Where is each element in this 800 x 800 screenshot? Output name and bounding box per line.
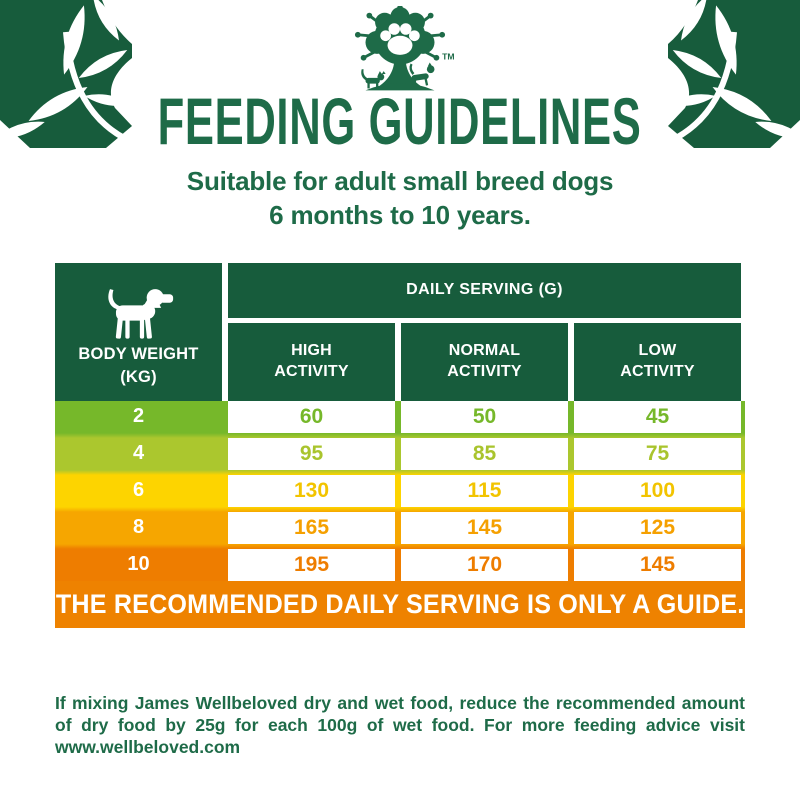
dog-icon	[107, 289, 173, 339]
brand-logo: TM	[340, 5, 460, 98]
serving-cell: 115	[401, 474, 568, 507]
serving-cell: 100	[574, 474, 741, 507]
subtitle-line-1: Suitable for adult small breed dogs	[186, 166, 614, 196]
serving-header-group: DAILY SERVING (G) HIGH ACTIVITY NORMAL A…	[228, 262, 741, 401]
subtitle: Suitable for adult small breed dogs 6 mo…	[0, 164, 800, 233]
trademark-symbol: TM	[442, 52, 454, 62]
low-activity-header-cell: LOW ACTIVITY	[574, 322, 741, 401]
weight-cell: 10	[127, 553, 150, 576]
activity-header-row: HIGH ACTIVITY NORMAL ACTIVITY LOW ACTIVI…	[228, 322, 741, 401]
serving-cell: 75	[574, 437, 741, 470]
serving-cell: 60	[228, 400, 395, 433]
serving-cell: 165	[228, 511, 395, 544]
serving-cell: 50	[401, 400, 568, 433]
serving-cell: 195	[228, 548, 395, 581]
guide-banner-text: THE RECOMMENDED DAILY SERVING IS ONLY A …	[55, 588, 745, 619]
subtitle-line-2: 6 months to 10 years.	[269, 200, 531, 231]
feeding-table: BODY WEIGHT (KG) DAILY SERVING (G) HIGH …	[55, 262, 745, 628]
leaf-decoration-right-icon	[668, 0, 800, 148]
title-text: FEEDING GUIDELINES	[158, 84, 642, 158]
serving-cell: 45	[574, 400, 741, 433]
serving-cell: 170	[401, 548, 568, 581]
serving-cell: 145	[401, 511, 568, 544]
leaf-decoration-left-icon	[0, 0, 132, 148]
table-header: BODY WEIGHT (KG) DAILY SERVING (G) HIGH …	[55, 262, 745, 401]
weight-cell: 6	[132, 479, 145, 502]
serving-table-body: 2 60 50 45 4 95 85 75 6 130 115 100 8 16…	[55, 400, 745, 581]
guide-banner: THE RECOMMENDED DAILY SERVING IS ONLY A …	[55, 580, 745, 628]
mixing-advice-note: If mixing James Wellbeloved dry and wet …	[55, 692, 745, 758]
serving-cell: 85	[401, 437, 568, 470]
body-weight-label-line2: (KG)	[120, 367, 157, 386]
body-weight-label-line1: BODY WEIGHT	[78, 345, 199, 363]
normal-activity-header-cell: NORMAL ACTIVITY	[401, 322, 568, 401]
serving-cell: 130	[228, 474, 395, 507]
page-title: FEEDING GUIDELINES	[0, 0, 800, 154]
body-weight-header-cell: BODY WEIGHT (KG)	[55, 262, 222, 401]
weight-cell: 8	[132, 516, 145, 539]
weight-cell: 4	[132, 442, 145, 465]
serving-cell: 95	[228, 437, 395, 470]
weight-cell: 2	[132, 405, 145, 428]
serving-cell: 125	[574, 511, 741, 544]
daily-serving-header-cell: DAILY SERVING (G)	[228, 262, 741, 318]
high-activity-header-cell: HIGH ACTIVITY	[228, 322, 395, 401]
serving-cell: 145	[574, 548, 741, 581]
tree-paw-logo-icon: TM	[354, 5, 455, 91]
